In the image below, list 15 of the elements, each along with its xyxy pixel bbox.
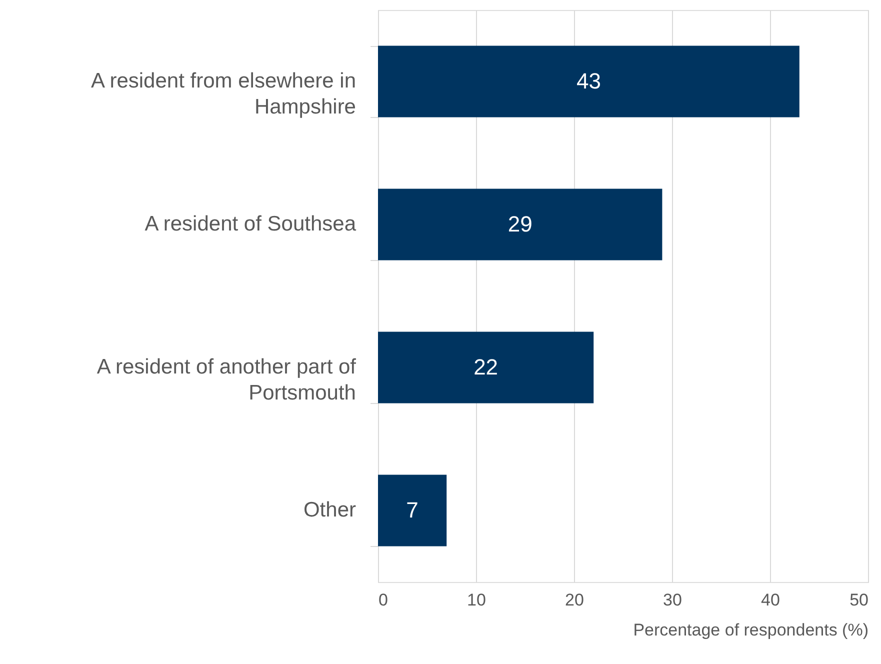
x-tick-label: 30: [663, 590, 682, 610]
x-tick-label: 0: [378, 590, 388, 610]
data-label: 43: [576, 68, 601, 94]
y-tick-label: A resident of another part of Portsmouth: [96, 356, 356, 404]
data-label: 7: [406, 498, 418, 522]
x-tick-label: 10: [467, 590, 486, 610]
y-tick-label: Other: [303, 498, 356, 522]
x-tick-label: 20: [565, 590, 584, 610]
y-tick-label: A resident from elsewhere in Hampshire: [91, 70, 356, 118]
data-label: 29: [508, 212, 532, 236]
x-tick-label: 50: [850, 590, 868, 610]
x-tick-label: 40: [761, 590, 780, 610]
data-label: 22: [474, 354, 498, 380]
x-axis-title: Percentage of respondents (%): [633, 620, 868, 640]
y-tick-label: A resident of Southsea: [144, 212, 356, 236]
